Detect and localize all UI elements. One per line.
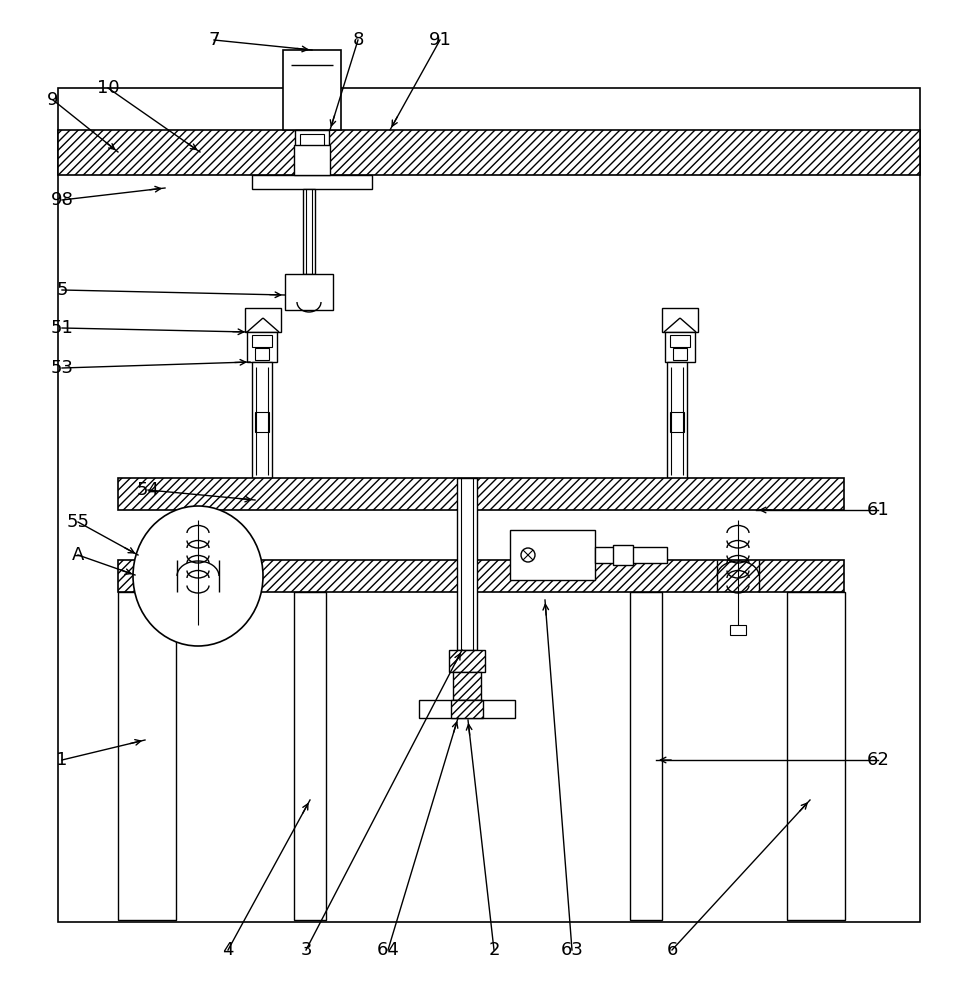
Bar (294, 145, 330, 175)
Text: 54: 54 (137, 481, 159, 499)
Bar (457, 478, 477, 650)
Text: 4: 4 (223, 941, 233, 959)
Bar (595, 547, 667, 563)
Bar (613, 545, 633, 565)
Bar (670, 412, 684, 432)
Text: 51: 51 (50, 319, 73, 337)
Bar (118, 560, 844, 592)
Ellipse shape (133, 506, 263, 646)
Bar (255, 348, 269, 360)
Bar (58, 88, 920, 922)
Text: 55: 55 (67, 513, 90, 531)
Bar (670, 335, 690, 347)
Bar (285, 274, 333, 310)
Text: 9: 9 (47, 91, 59, 109)
Text: 1: 1 (56, 751, 67, 769)
Text: 7: 7 (208, 31, 220, 49)
Text: 6: 6 (666, 941, 678, 959)
Text: 5: 5 (56, 281, 67, 299)
Bar (58, 130, 920, 175)
Text: 10: 10 (96, 79, 120, 97)
Bar (449, 650, 485, 672)
Bar (673, 348, 687, 360)
Bar (252, 362, 272, 480)
Bar (453, 672, 481, 700)
Bar (510, 530, 595, 580)
Bar (255, 412, 269, 432)
Bar (190, 625, 206, 635)
Bar (665, 332, 695, 362)
Bar (295, 130, 329, 158)
Text: 2: 2 (488, 941, 499, 959)
Bar (118, 592, 176, 920)
Text: 61: 61 (867, 501, 890, 519)
Bar (667, 362, 687, 480)
Bar (252, 175, 372, 189)
Text: 62: 62 (867, 751, 890, 769)
Bar (787, 592, 845, 920)
Bar (303, 189, 315, 274)
Bar (300, 134, 324, 154)
Text: 3: 3 (300, 941, 311, 959)
Bar (252, 335, 272, 347)
Bar (630, 592, 662, 920)
Text: 63: 63 (560, 941, 583, 959)
Text: 64: 64 (377, 941, 399, 959)
Bar (451, 700, 483, 718)
Text: 8: 8 (352, 31, 363, 49)
Bar (419, 700, 515, 718)
Bar (118, 478, 844, 510)
Bar (662, 308, 698, 332)
Text: A: A (71, 546, 84, 564)
Bar (730, 625, 746, 635)
Text: 91: 91 (429, 31, 451, 49)
Text: 98: 98 (50, 191, 73, 209)
Bar (247, 332, 277, 362)
Bar (294, 592, 326, 920)
Bar (283, 50, 341, 130)
Bar (245, 308, 281, 332)
Text: 53: 53 (50, 359, 73, 377)
